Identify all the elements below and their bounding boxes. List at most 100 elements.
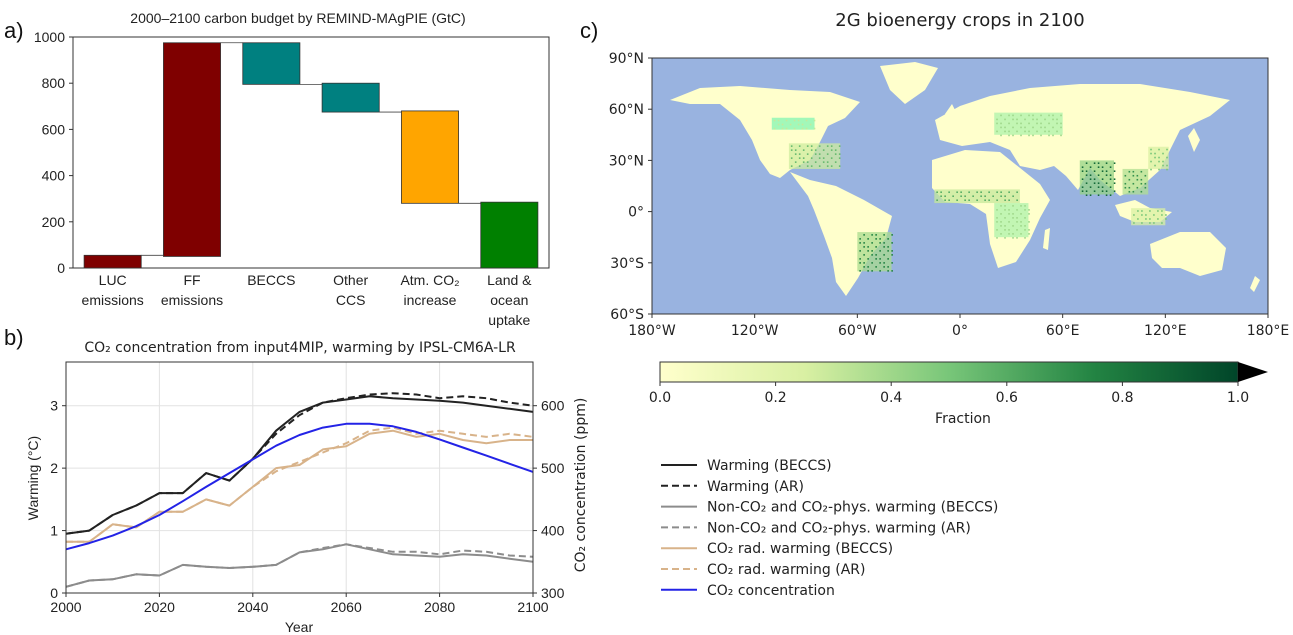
crop-pixel (822, 161, 825, 163)
crop-pixel (1028, 213, 1030, 215)
crop-pixel (891, 262, 893, 264)
panel-b-ticks: 2000 2020 2040 2060 2080 2100 0 1 2 3 300 400 500 600 (50, 398, 564, 615)
crop-pixel (1081, 166, 1084, 168)
b-x-tick-label: 2080 (424, 599, 455, 615)
crop-pixel (818, 165, 821, 167)
crop-pixel (1161, 214, 1163, 216)
crop-pixel (1060, 122, 1062, 125)
crop-pixel (1008, 229, 1010, 231)
crop-pixel (879, 238, 881, 240)
a-category-label: FF (183, 272, 200, 288)
crop-pixel (968, 191, 970, 194)
crop-pixel (1128, 190, 1131, 193)
colorbar-tick-label: 0.8 (1111, 390, 1133, 406)
crop-pixel (964, 195, 966, 198)
crop-pixel (1166, 168, 1168, 171)
colorbar-tick-label: 0.0 (649, 390, 671, 406)
crop-pixel (1000, 195, 1002, 198)
land-madagascar (1043, 228, 1050, 250)
crop-pixel (826, 165, 829, 167)
crop-pixel (1028, 122, 1030, 125)
crop-pixel (1012, 134, 1014, 137)
map-y-tick-label: 60°S (610, 307, 644, 323)
crop-pixel (1109, 174, 1112, 176)
crop-pixel (1136, 174, 1139, 177)
crop-pixel (1004, 195, 1006, 198)
b-right-tick-label: 400 (541, 523, 565, 539)
crop-pixel (802, 161, 805, 163)
crop-pixel (1000, 225, 1002, 227)
crop-pixel (1085, 182, 1088, 184)
crop-pixel (875, 246, 877, 248)
crop-pixel (1166, 156, 1168, 159)
panel-b-right-axis-label: CO₂ concentration (ppm) (573, 398, 589, 573)
a-bar (83, 254, 142, 269)
crop-pixel (1085, 174, 1088, 176)
panel-b-letter: b) (4, 325, 24, 350)
a-y-tick-label: 1000 (34, 29, 65, 45)
a-bar (480, 201, 539, 269)
crop-pixel (883, 234, 885, 236)
crop-pixel (1024, 118, 1026, 121)
crop-pixel (806, 153, 809, 155)
crop-pixel (1020, 221, 1022, 223)
crop-pixel (785, 119, 788, 122)
b-y-tick-label: 3 (50, 398, 58, 414)
crop-pixel (883, 246, 885, 248)
crop-pixel (1093, 178, 1096, 180)
crop-pixel (838, 157, 841, 159)
crop-pixel (1028, 221, 1030, 223)
crop-pixel (1032, 118, 1034, 121)
crop-pixel (1097, 166, 1100, 168)
legend-label: CO₂ concentration (707, 583, 835, 599)
crop-pixel (1012, 195, 1014, 198)
crop-pixel (1040, 122, 1042, 125)
crop-pixel (944, 199, 946, 202)
crop-pixel (810, 165, 813, 167)
map-y-tick-label: 0° (628, 205, 644, 221)
crop-pixel (781, 127, 784, 130)
map-x-tick-label: 0° (952, 323, 968, 339)
crop-pixel (1016, 122, 1018, 125)
crop-pixel (1052, 134, 1054, 137)
crop-pixel (964, 199, 966, 202)
colorbar-ticks: 0.0 0.2 0.4 0.6 0.8 1.0 (649, 382, 1249, 406)
crop-pixel (1140, 170, 1143, 173)
a-bar (242, 42, 301, 85)
crop-pixel (1012, 233, 1014, 235)
crop-pixel (1032, 126, 1034, 129)
crop-pixel (1004, 126, 1006, 129)
crop-pixel (1093, 162, 1096, 164)
land-australia (1150, 232, 1226, 276)
crop-pixel (1032, 134, 1034, 137)
crop-pixel (875, 254, 877, 256)
crop-region-bg (857, 232, 892, 272)
panel-b: b) CO₂ concentration from input4MIP, war… (4, 325, 589, 635)
crop-pixel (1016, 191, 1018, 194)
crop-pixel (1020, 205, 1022, 207)
crop-pixel (940, 195, 942, 198)
crop-pixel (1020, 126, 1022, 129)
crop-pixel (960, 195, 962, 198)
crop-pixel (1158, 148, 1160, 151)
crop-pixel (1081, 170, 1084, 172)
crop-pixel (1137, 218, 1139, 220)
crop-pixel (1124, 186, 1127, 189)
crop-pixel (830, 145, 833, 147)
a-category-label: Atm. CO₂ (400, 272, 459, 288)
crop-region-bg (1079, 160, 1114, 195)
crop-pixel (802, 157, 805, 159)
crop-pixel (1052, 118, 1054, 121)
map-x-tick-label: 60°E (1046, 323, 1080, 339)
crop-pixel (806, 165, 809, 167)
crop-pixel (793, 119, 796, 122)
crop-pixel (1105, 162, 1108, 164)
map-y-tick-label: 90°N (609, 51, 644, 67)
crop-pixel (859, 242, 861, 244)
crop-pixel (1000, 122, 1002, 125)
crop-pixel (996, 118, 998, 121)
crop-pixel (1113, 190, 1116, 192)
crop-pixel (1141, 214, 1143, 216)
crop-pixel (1028, 130, 1030, 133)
crop-pixel (1132, 182, 1135, 185)
